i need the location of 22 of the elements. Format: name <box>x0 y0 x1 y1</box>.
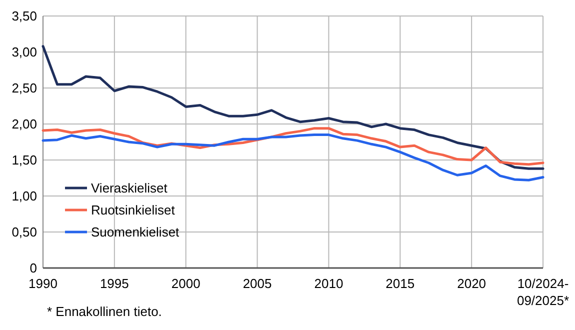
x-tick-label: 2010 <box>314 276 344 291</box>
legend-label: Vieraskieliset <box>91 180 168 196</box>
y-tick-label: 3,00 <box>12 44 37 60</box>
legend-label: Suomenkieliset <box>91 224 180 240</box>
x-tick-label: 2000 <box>171 276 200 291</box>
text: * Ennakollinen tieto. <box>47 304 162 319</box>
line-series <box>42 134 544 182</box>
y-tick-label: 1,00 <box>12 188 37 204</box>
y-tick-label: 2,50 <box>12 80 37 96</box>
line-series <box>42 44 544 170</box>
x-tick-label: 1990 <box>28 276 58 291</box>
x-tick-label: 10/2024-09/2025* <box>516 276 570 308</box>
y-tick-label: 1,50 <box>12 152 37 168</box>
x-tick-label: 2020 <box>457 276 486 291</box>
y-tick-label: 0,50 <box>12 224 37 240</box>
x-tick-label: 2005 <box>242 276 272 291</box>
legend-label: Ruotsinkieliset <box>91 202 176 218</box>
y-tick-label: 0 <box>30 260 37 276</box>
y-tick-label: 2,00 <box>12 116 37 132</box>
x-tick-label: 1995 <box>100 276 129 291</box>
y-tick-label: 3,50 <box>12 8 37 24</box>
x-tick-label: 2015 <box>386 276 415 291</box>
